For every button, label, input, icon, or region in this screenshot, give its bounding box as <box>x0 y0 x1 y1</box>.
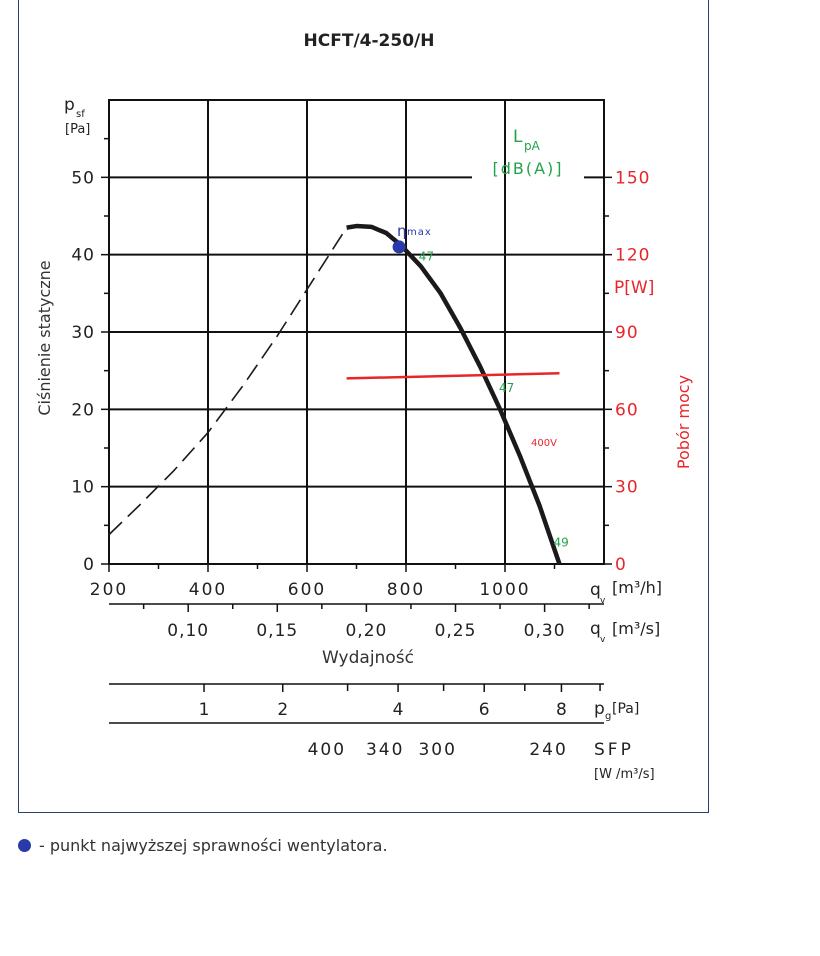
y-tick-label: 20 <box>71 400 95 420</box>
x-tick-label: 400 <box>189 580 227 600</box>
y-tick-label: 30 <box>71 323 95 343</box>
pg-tick-label: 4 <box>393 700 404 720</box>
pg-unit: [Pa] <box>612 701 639 717</box>
secondary-x-tick-label: 0,20 <box>345 621 387 641</box>
power-axis-label: Pobór mocy <box>674 375 693 469</box>
eta-sub: max <box>407 227 432 238</box>
power-series-label: 400V <box>531 438 557 449</box>
power-tick-label: 150 <box>615 168 650 188</box>
sfp-unit: [W /m³/s] <box>594 767 655 782</box>
pg-tick-label: 2 <box>277 700 288 720</box>
y-axis-label: Ciśnienie statyczne <box>35 260 54 415</box>
sfp-label: SFP <box>594 740 634 760</box>
chart-frame <box>18 0 709 813</box>
eta-symbol: η <box>397 222 407 240</box>
footer-note: - punkt najwyższej sprawności wentylator… <box>18 836 388 855</box>
pg-tick-label: 1 <box>199 700 210 720</box>
noise-unit: [dB(A)] <box>492 159 563 178</box>
sfp-tick-label: 240 <box>529 740 567 760</box>
eta-legend-dot <box>18 839 31 852</box>
y-tick-label: 10 <box>71 478 95 498</box>
power-tick-label: 90 <box>615 323 639 343</box>
power-tick-label: 30 <box>615 478 639 498</box>
power-axis-ticks: 0 30 60 90 120 150 P[W] Pobór mocy <box>603 151 693 575</box>
y-tick-label: 0 <box>83 555 95 575</box>
series-group <box>108 223 562 565</box>
secondary-x-tick-label: 0,15 <box>256 621 298 641</box>
x-tick-label: 600 <box>288 580 326 600</box>
power-tick-label: 120 <box>615 246 650 266</box>
y-axis-ticks: 0 10 20 30 40 50 p sf [Pa] Ciśnienie statyczne <box>35 95 109 575</box>
noise-symbol: L <box>513 127 523 147</box>
unstable-region-curve <box>108 227 348 536</box>
x2-unit-symbol: q <box>590 619 601 639</box>
labels-group: η max 47 47 49 L pA [dB(A)] 400V <box>392 127 569 550</box>
pg-tick-label: 6 <box>479 700 490 720</box>
power-tick-label: 0 <box>615 555 627 575</box>
pg-tick-label: 8 <box>556 700 567 720</box>
power-tick-label: 60 <box>615 400 639 420</box>
eta-max-point <box>392 240 406 254</box>
chart-title: HCFT/4-250/H <box>304 31 435 51</box>
power-curve <box>346 371 560 380</box>
pg-sub: g <box>605 711 611 722</box>
x-axis-label: Wydajność <box>322 648 414 668</box>
noise-label: 49 <box>553 536 568 550</box>
noise-sub: pA <box>524 139 541 153</box>
x-unit-text: [m³/h] <box>612 578 662 597</box>
x-unit-symbol: q <box>590 580 601 600</box>
noise-label: 47 <box>499 381 514 395</box>
sfp-tick-label: 300 <box>418 740 456 760</box>
secondary-x-tick-label: 0,25 <box>435 621 477 641</box>
y-axis-unit: [Pa] <box>65 122 90 137</box>
y-axis-symbol-sub: sf <box>76 109 85 120</box>
sfp-tick-label: 340 <box>366 740 404 760</box>
secondary-x-tick-label: 0,30 <box>524 621 566 641</box>
y-tick-label: 50 <box>71 168 95 188</box>
y-axis-symbol: p <box>64 95 75 115</box>
lower-axes: 1 2 4 6 8 p g [Pa] 400 340 300 240 SFP [W /m³/s] <box>109 683 655 782</box>
x-unit-sub: v <box>600 596 606 606</box>
footer-note-text: - punkt najwyższej sprawności wentylator… <box>39 836 388 855</box>
x2-unit-sub: v <box>600 635 606 645</box>
x-tick-label: 200 <box>90 580 128 600</box>
power-unit: P[W] <box>614 278 654 298</box>
y-tick-label: 40 <box>71 246 95 266</box>
noise-label: 47 <box>419 249 434 263</box>
x-tick-label: 1000 <box>479 580 530 600</box>
pg-symbol: p <box>594 699 605 719</box>
secondary-x-tick-label: 0,10 <box>167 621 209 641</box>
sfp-tick-label: 400 <box>308 740 346 760</box>
x-tick-label: 800 <box>387 580 425 600</box>
x2-unit-text: [m³/s] <box>612 619 660 638</box>
fan-curve <box>346 223 562 565</box>
x-axis-ticks: 200 400 600 800 1000 qv[m³/h]0,10 0,15 0,20 0,25… <box>90 564 662 668</box>
